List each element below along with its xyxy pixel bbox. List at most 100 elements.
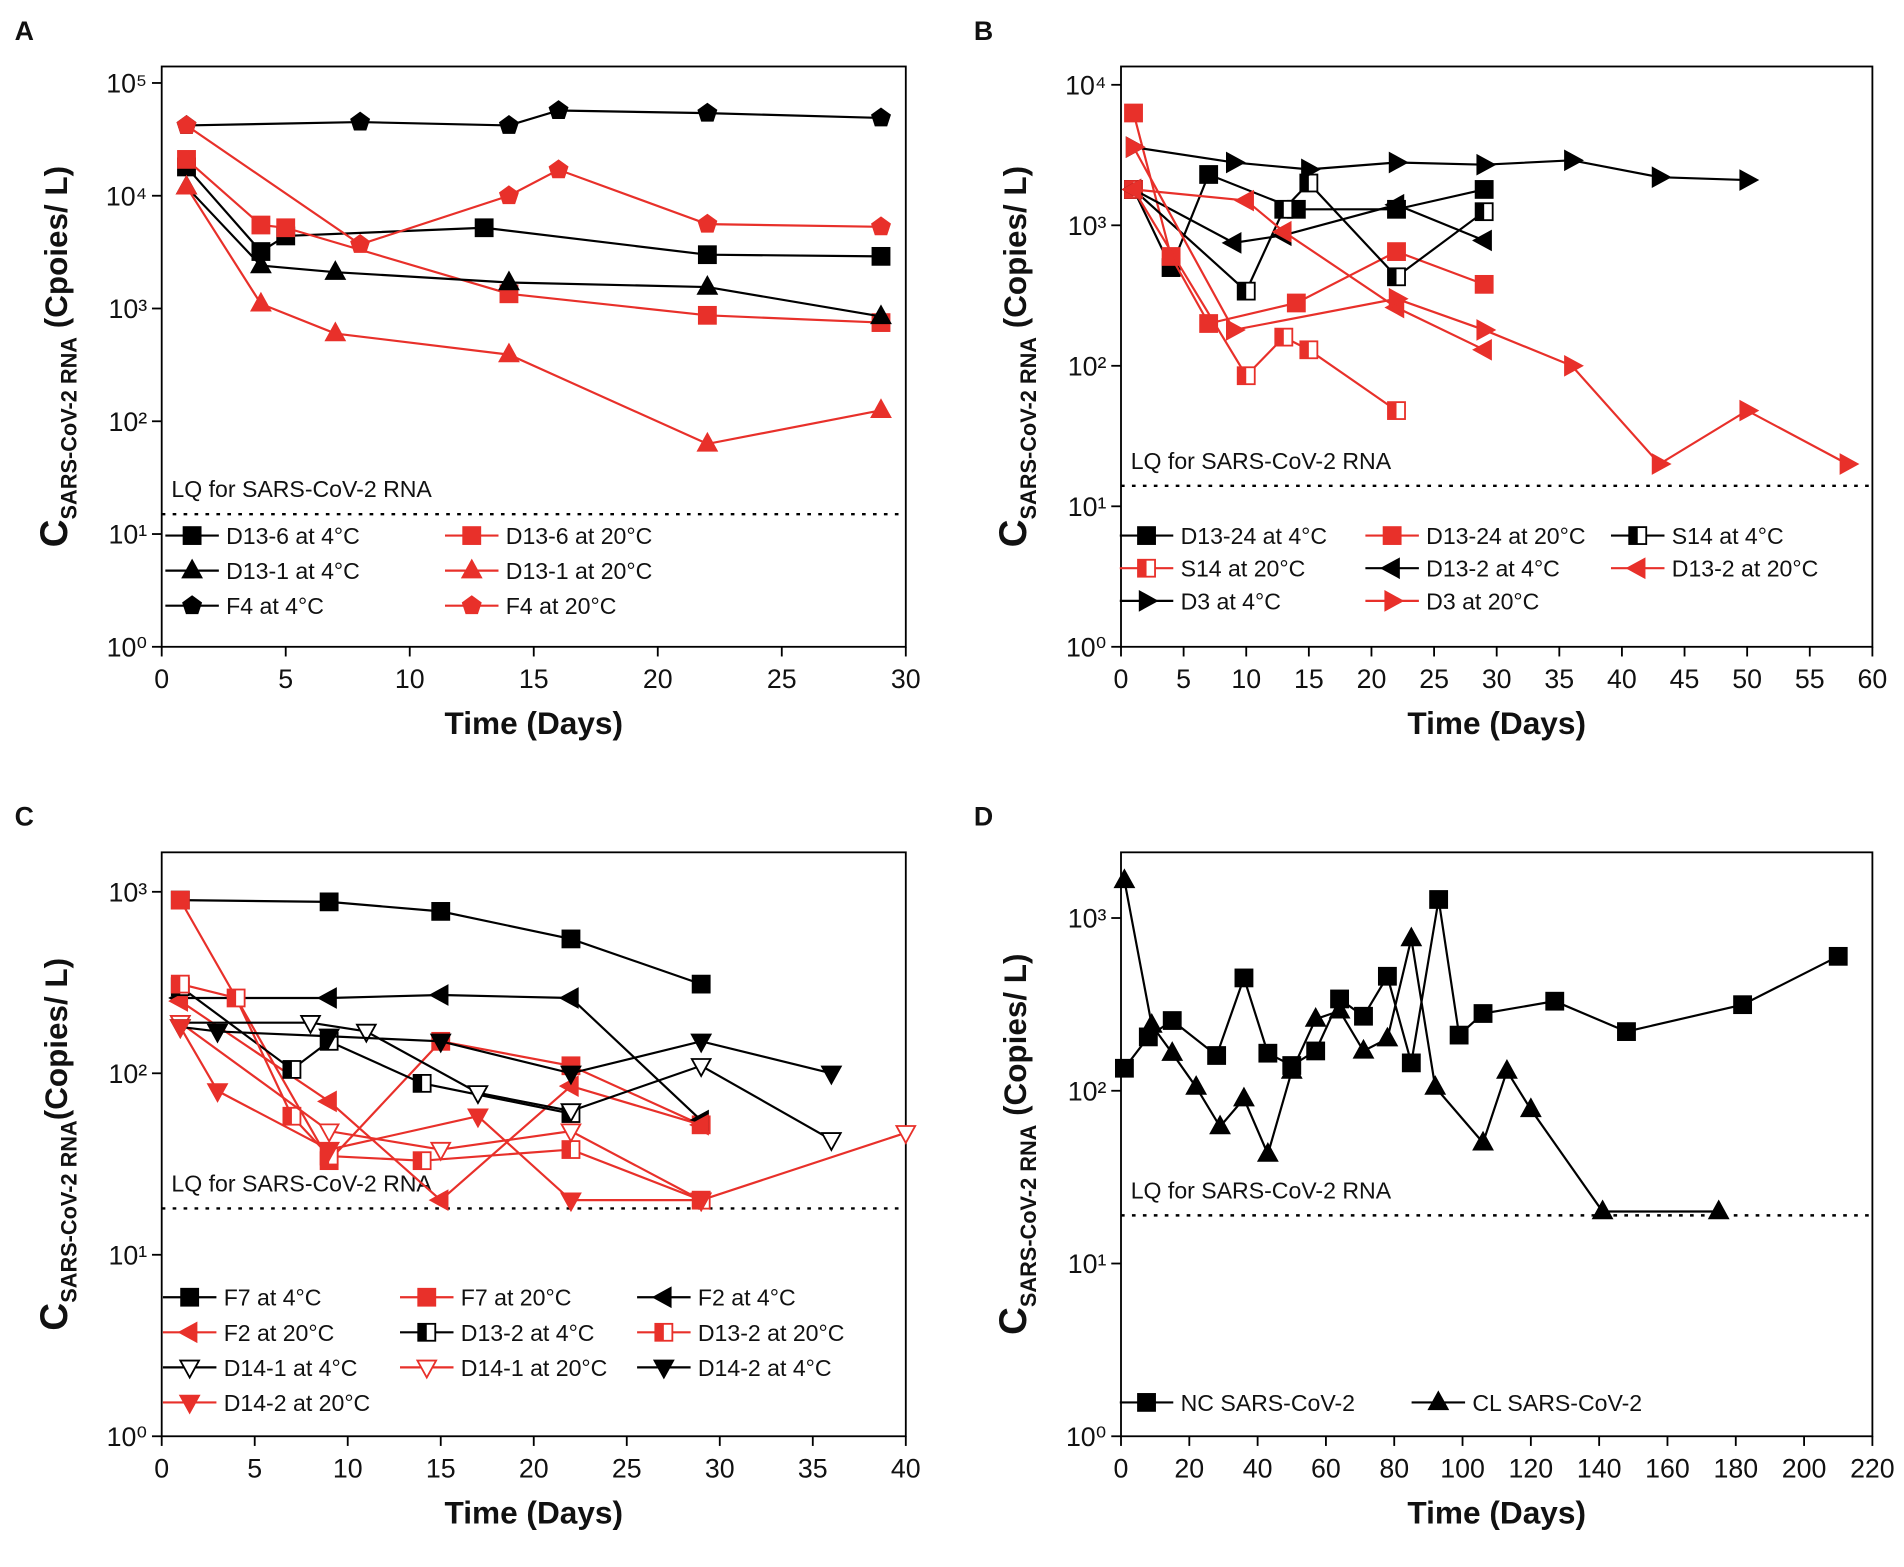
- legend-entry: D13-1 at 4°C: [165, 558, 360, 584]
- marker-half: [1237, 282, 1247, 300]
- marker-shape: [697, 305, 717, 325]
- marker-shape: [1472, 338, 1492, 361]
- marker-shape: [467, 1108, 489, 1129]
- lq-label: LQ for SARS-CoV-2 RNA: [171, 476, 432, 502]
- marker-shape: [324, 321, 347, 342]
- data-point: [412, 1151, 432, 1171]
- data-point: [1474, 202, 1494, 222]
- legend-entry: F7 at 20°C: [400, 1285, 571, 1311]
- data-point: [428, 984, 449, 1006]
- series-line: [1132, 188, 1398, 412]
- panel: A 0 5 10 15 20 25 30 10⁰ 10¹ 10² 10³ 10⁴ 10⁵ Time (Day…: [15, 16, 921, 741]
- marker-shape: [250, 253, 272, 274]
- marker-shape: [318, 1141, 341, 1162]
- series-line: [186, 109, 882, 127]
- lq-label: LQ for SARS-CoV-2 RNA: [1131, 448, 1392, 474]
- data-point: [1591, 1199, 1614, 1220]
- marker-half: [227, 989, 237, 1007]
- x-tick-label: 55: [1795, 664, 1825, 694]
- marker-shape: [560, 1065, 582, 1086]
- marker-shape: [498, 185, 519, 205]
- data-point: [467, 1108, 489, 1129]
- marker-shape: [1651, 166, 1672, 189]
- x-tick-label: 35: [798, 1453, 828, 1483]
- marker-shape: [870, 304, 892, 325]
- marker-shape: [690, 1192, 713, 1213]
- marker-shape: [1121, 178, 1142, 201]
- x-tick-label: 60: [1311, 1453, 1341, 1483]
- marker-shape: [1384, 193, 1405, 216]
- legend-label: F2 at 4°C: [698, 1285, 796, 1311]
- marker-shape: [1354, 1006, 1373, 1026]
- x-tick-label: 80: [1379, 1453, 1409, 1483]
- legend-entry: D13-2 at 20°C: [1610, 556, 1818, 582]
- marker-shape: [250, 291, 272, 312]
- marker-shape: [1382, 526, 1402, 545]
- data-point: [1162, 1011, 1182, 1030]
- marker-shape: [428, 984, 449, 1006]
- marker-shape: [1256, 1142, 1279, 1162]
- marker-shape: [1472, 1130, 1494, 1151]
- data-point: [170, 890, 190, 910]
- y-label-sub: SARS-CoV-2 RNA: [57, 1120, 82, 1303]
- y-tick-label: 10⁰: [1066, 1422, 1106, 1452]
- y-tick-label: 10³: [108, 878, 147, 908]
- data-point: [820, 1132, 843, 1152]
- data-point: [1564, 149, 1584, 172]
- data-point: [1429, 890, 1449, 909]
- data-point: [1121, 178, 1142, 201]
- legend-label: D3 at 20°C: [1426, 588, 1539, 614]
- marker-shape: [431, 902, 451, 921]
- data-point: [1114, 1058, 1134, 1078]
- data-point: [1651, 166, 1672, 189]
- marker-shape: [696, 275, 719, 295]
- marker-shape: [1476, 153, 1497, 176]
- x-tick-label: 60: [1858, 664, 1888, 694]
- marker-shape: [1234, 189, 1254, 212]
- marker-shape: [276, 218, 296, 238]
- data-point: [317, 987, 337, 1009]
- marker-shape: [1380, 557, 1400, 580]
- data-point: [1739, 169, 1760, 191]
- x-tick-label: 20: [1174, 1453, 1204, 1483]
- marker-shape: [1124, 103, 1143, 123]
- data-point: [1388, 287, 1409, 310]
- legend-entry: F2 at 4°C: [637, 1285, 796, 1311]
- panel: C 0 5 10 15 20 25 30 35 40 10⁰ 10¹ 10² 10³ Time (Days)…: [15, 802, 921, 1530]
- x-tick-label: 0: [154, 1453, 169, 1483]
- data-point: [560, 1123, 582, 1144]
- marker-half: [1275, 200, 1284, 218]
- lq-label: LQ for SARS-CoV-2 RNA: [171, 1171, 432, 1197]
- data-point: [498, 270, 520, 291]
- series-line: [1132, 146, 1848, 466]
- data-point: [355, 1023, 378, 1044]
- marker-shape: [560, 1103, 582, 1124]
- legend-entry: S14 at 20°C: [1119, 556, 1305, 582]
- data-point: [690, 1033, 713, 1054]
- legend-label: F4 at 4°C: [226, 593, 324, 619]
- data-point: [1234, 189, 1254, 212]
- x-tick-label: 25: [1419, 664, 1449, 694]
- legend-entry: D14-2 at 20°C: [162, 1390, 370, 1416]
- lq-label: LQ for SARS-CoV-2 RNA: [1131, 1177, 1392, 1203]
- marker-shape: [1707, 1199, 1730, 1220]
- data-point: [1236, 366, 1256, 386]
- data-point: [1472, 1130, 1494, 1151]
- data-point: [560, 1065, 582, 1086]
- data-point: [689, 1113, 709, 1136]
- data-point: [1384, 193, 1405, 216]
- data-point: [1401, 1053, 1421, 1073]
- marker-shape: [820, 1065, 843, 1086]
- marker-shape: [1427, 1390, 1450, 1411]
- marker-shape: [1476, 319, 1497, 341]
- x-tick-label: 30: [891, 664, 921, 694]
- marker-half: [418, 1323, 427, 1341]
- marker-shape: [1564, 149, 1584, 172]
- marker-shape: [1271, 220, 1292, 243]
- marker-shape: [168, 990, 189, 1012]
- y-label-unit: (Copies/ L): [38, 958, 74, 1120]
- marker-shape: [462, 526, 482, 545]
- series-line: [1132, 112, 1485, 325]
- series-line: [185, 166, 882, 258]
- marker-shape: [1125, 136, 1146, 158]
